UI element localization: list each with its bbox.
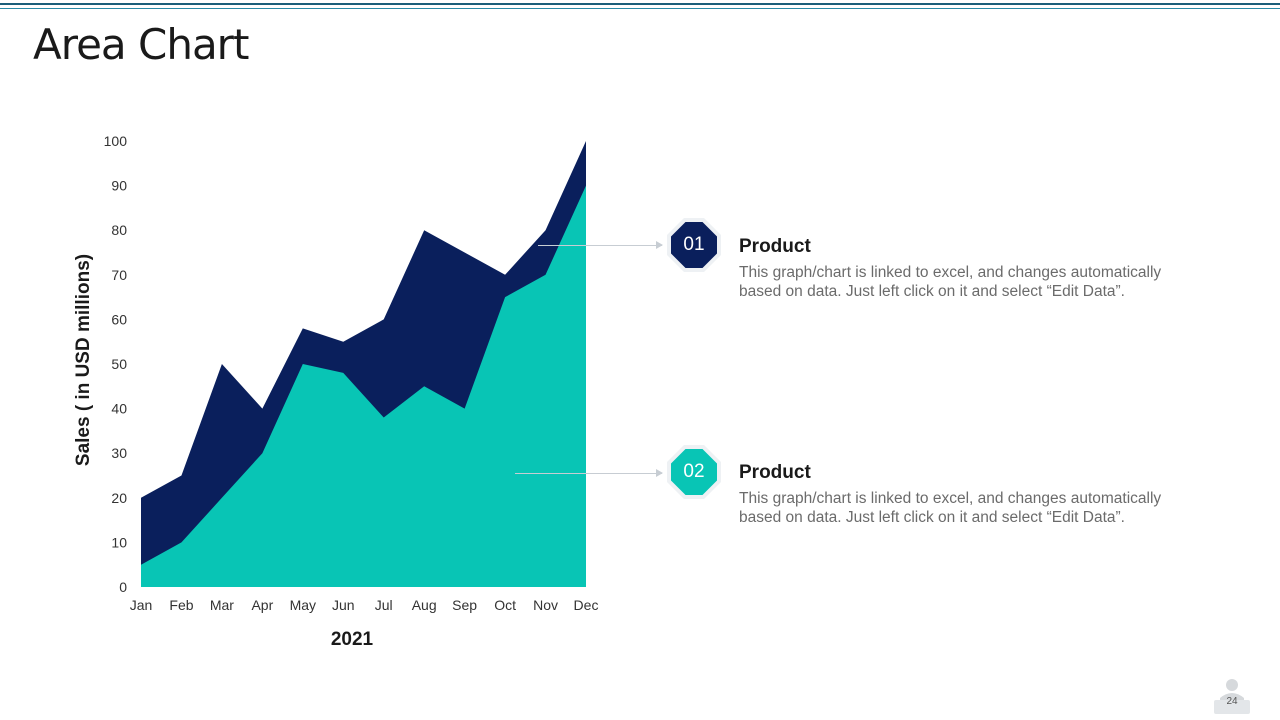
y-tick-label: 70 [111, 267, 127, 283]
badge-02: 02 [665, 443, 723, 501]
x-tick-label: Jul [375, 597, 393, 613]
y-tick-label: 20 [111, 490, 127, 506]
x-tick-label: Feb [169, 597, 193, 613]
x-tick-label: Sep [452, 597, 477, 613]
top-rule [0, 3, 1280, 5]
connector-line-02 [515, 469, 663, 477]
y-tick-label: 60 [111, 311, 127, 327]
y-tick-label: 40 [111, 401, 127, 417]
x-tick-label: Jun [332, 597, 355, 613]
top-rule-thin [0, 8, 1280, 9]
area-series-1 [141, 185, 586, 587]
y-tick-label: 10 [111, 534, 127, 550]
octagon-badge-icon [667, 445, 721, 499]
x-tick-label: Jan [130, 597, 153, 613]
x-tick-label: Nov [533, 597, 558, 613]
y-tick-label: 0 [119, 579, 127, 595]
x-axis-title: 2021 [331, 629, 374, 650]
badge-number: 01 [683, 234, 705, 255]
presenter-icon [1214, 679, 1250, 714]
page-title: Area Chart [33, 20, 249, 69]
callout-description: This graph/chart is linked to excel, and… [739, 490, 1162, 526]
badge-number: 02 [683, 461, 705, 482]
callout-title: Product [739, 462, 811, 483]
x-tick-label: Dec [574, 597, 599, 613]
x-tick-label: Apr [251, 597, 273, 613]
x-tick-label: Mar [210, 597, 234, 613]
y-tick-label: 30 [111, 445, 127, 461]
x-tick-label: Aug [412, 597, 437, 613]
callout-description: This graph/chart is linked to excel, and… [739, 264, 1162, 300]
y-tick-label: 80 [111, 222, 127, 238]
y-tick-label: 50 [111, 356, 127, 372]
y-axis-title: Sales ( in USD millions) [73, 254, 94, 466]
page-number: 24 [1226, 696, 1238, 707]
x-tick-label: May [290, 597, 316, 613]
y-tick-label: 90 [111, 178, 127, 194]
x-tick-label: Oct [494, 597, 516, 613]
badge-01: 01 [665, 216, 723, 274]
callout-title: Product [739, 236, 811, 257]
connector-line-01 [538, 241, 663, 249]
y-tick-label: 100 [104, 133, 128, 149]
octagon-badge-icon [667, 218, 721, 272]
